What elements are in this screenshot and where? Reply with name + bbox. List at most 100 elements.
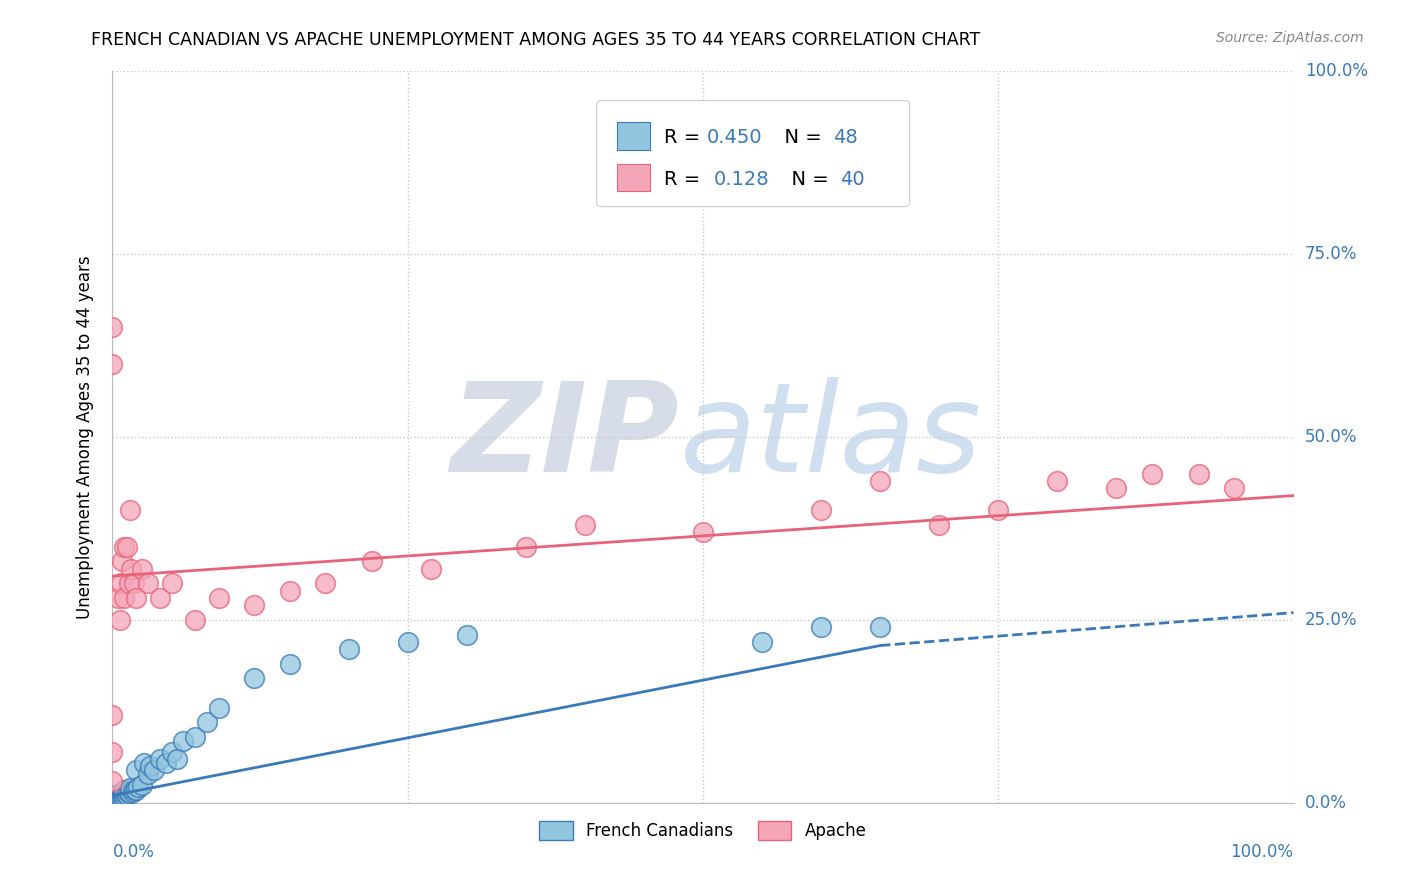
Point (111, 554, 134, 568)
Point (136, 576, 159, 591)
Point (751, 635, 773, 649)
Text: 100.0%: 100.0% (1230, 843, 1294, 861)
Text: 25.0%: 25.0% (1305, 611, 1357, 629)
Text: R =: R = (664, 128, 707, 147)
Point (243, 672, 266, 686)
Point (155, 756, 177, 770)
Point (115, 540, 138, 554)
Text: FRENCH CANADIAN VS APACHE UNEMPLOYMENT AMONG AGES 35 TO 44 YEARS CORRELATION CHA: FRENCH CANADIAN VS APACHE UNEMPLOYMENT A… (91, 31, 980, 49)
Point (108, 613, 131, 627)
Point (1046, 474, 1069, 488)
Point (120, 503, 142, 517)
Text: N =: N = (779, 170, 835, 189)
Point (112, 786, 135, 800)
Point (125, 782, 148, 797)
Point (110, 789, 132, 804)
Point (117, 785, 139, 799)
Point (869, 620, 891, 634)
Point (111, 789, 134, 803)
Point (149, 752, 172, 766)
Point (118, 576, 141, 591)
Point (120, 781, 142, 796)
Point (105, 792, 128, 806)
Point (692, 525, 714, 540)
Text: atlas: atlas (679, 376, 981, 498)
Point (112, 789, 135, 804)
Point (105, 794, 128, 808)
Point (420, 562, 443, 576)
Point (112, 591, 135, 605)
Text: R =: R = (664, 170, 713, 189)
Text: 100.0%: 100.0% (1305, 62, 1368, 80)
Text: 0.0%: 0.0% (1305, 794, 1347, 812)
FancyBboxPatch shape (617, 122, 650, 150)
Point (208, 591, 231, 605)
Point (278, 583, 301, 598)
Point (456, 627, 478, 641)
Point (107, 796, 129, 810)
Point (101, 708, 124, 723)
Point (101, 745, 124, 759)
Point (101, 320, 124, 334)
Point (122, 576, 145, 591)
Text: 48: 48 (832, 128, 858, 147)
Point (103, 796, 125, 810)
Point (142, 763, 165, 777)
Point (101, 789, 124, 803)
Point (134, 756, 156, 770)
Point (243, 599, 266, 613)
Point (160, 745, 183, 759)
Point (928, 517, 950, 532)
Point (1188, 467, 1211, 481)
Point (112, 787, 135, 801)
Point (160, 576, 183, 591)
Point (101, 796, 124, 810)
Point (1223, 481, 1246, 495)
Point (101, 773, 124, 788)
Point (110, 576, 132, 591)
Point (208, 700, 231, 714)
Point (810, 503, 832, 517)
Point (1105, 481, 1128, 495)
Point (172, 733, 194, 747)
Point (314, 576, 336, 591)
Point (131, 562, 153, 576)
Point (125, 591, 148, 605)
Point (195, 715, 218, 730)
Point (121, 785, 143, 799)
Point (337, 642, 360, 657)
Point (101, 792, 124, 806)
Point (515, 540, 537, 554)
Point (125, 763, 148, 777)
FancyBboxPatch shape (617, 163, 650, 191)
Point (184, 613, 207, 627)
Point (115, 789, 138, 803)
Point (127, 780, 149, 794)
Point (112, 540, 135, 554)
Point (122, 782, 145, 797)
Point (139, 759, 162, 773)
Y-axis label: Unemployment Among Ages 35 to 44 years: Unemployment Among Ages 35 to 44 years (76, 255, 94, 619)
Point (101, 357, 124, 371)
Point (107, 591, 129, 605)
Point (166, 752, 188, 766)
Point (574, 517, 596, 532)
Text: ZIP: ZIP (451, 376, 679, 498)
Text: 40: 40 (839, 170, 865, 189)
Point (361, 554, 384, 568)
Point (105, 789, 128, 803)
Point (184, 730, 207, 744)
Point (987, 503, 1010, 517)
Text: Source: ZipAtlas.com: Source: ZipAtlas.com (1216, 31, 1364, 45)
Point (120, 786, 142, 800)
Text: 50.0%: 50.0% (1305, 428, 1357, 446)
Point (104, 796, 127, 810)
Text: 0.0%: 0.0% (112, 843, 155, 861)
Point (112, 782, 135, 797)
FancyBboxPatch shape (596, 101, 910, 207)
Point (103, 792, 125, 806)
Text: 0.450: 0.450 (707, 128, 762, 147)
Text: 75.0%: 75.0% (1305, 245, 1357, 263)
Point (810, 620, 832, 634)
Point (104, 789, 127, 804)
